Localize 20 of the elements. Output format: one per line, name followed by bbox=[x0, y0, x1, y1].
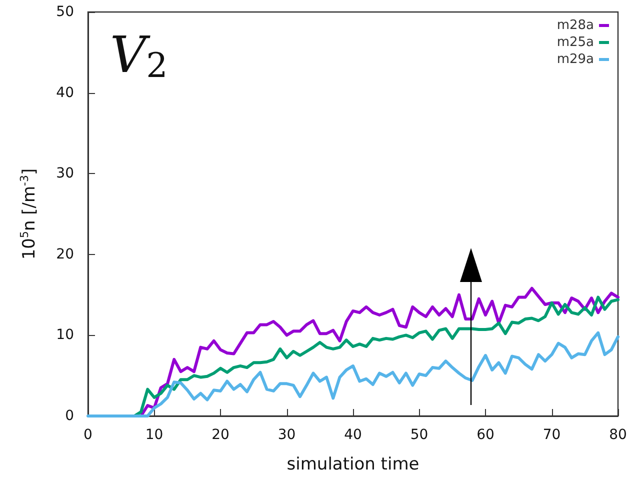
y-tick-label: 0 bbox=[65, 408, 74, 424]
x-tick-label: 10 bbox=[145, 427, 164, 443]
x-tick-label: 60 bbox=[476, 427, 494, 443]
y-tick-label: 20 bbox=[56, 246, 74, 262]
y-tick-label: 10 bbox=[56, 327, 74, 344]
x-tick-label: 70 bbox=[542, 427, 561, 443]
x-tick-label: 50 bbox=[410, 427, 428, 443]
legend-label: m25a bbox=[556, 35, 594, 50]
x-tick-label: 20 bbox=[212, 427, 230, 443]
legend-label: m29a bbox=[556, 52, 594, 67]
y-tick-label: 50 bbox=[56, 4, 74, 20]
x-tick-label: 0 bbox=[84, 427, 92, 443]
y-tick-label: 40 bbox=[56, 84, 74, 101]
x-tick-label: 30 bbox=[278, 427, 296, 443]
x-tick-label: 80 bbox=[609, 427, 627, 443]
y-tick-label: 30 bbox=[56, 166, 74, 182]
x-tick-label: 40 bbox=[344, 427, 362, 443]
x-axis-title: simulation time bbox=[286, 454, 420, 474]
legend-label: m28a bbox=[556, 18, 594, 33]
y-axis-title: 105n [/m-3] bbox=[18, 168, 40, 260]
